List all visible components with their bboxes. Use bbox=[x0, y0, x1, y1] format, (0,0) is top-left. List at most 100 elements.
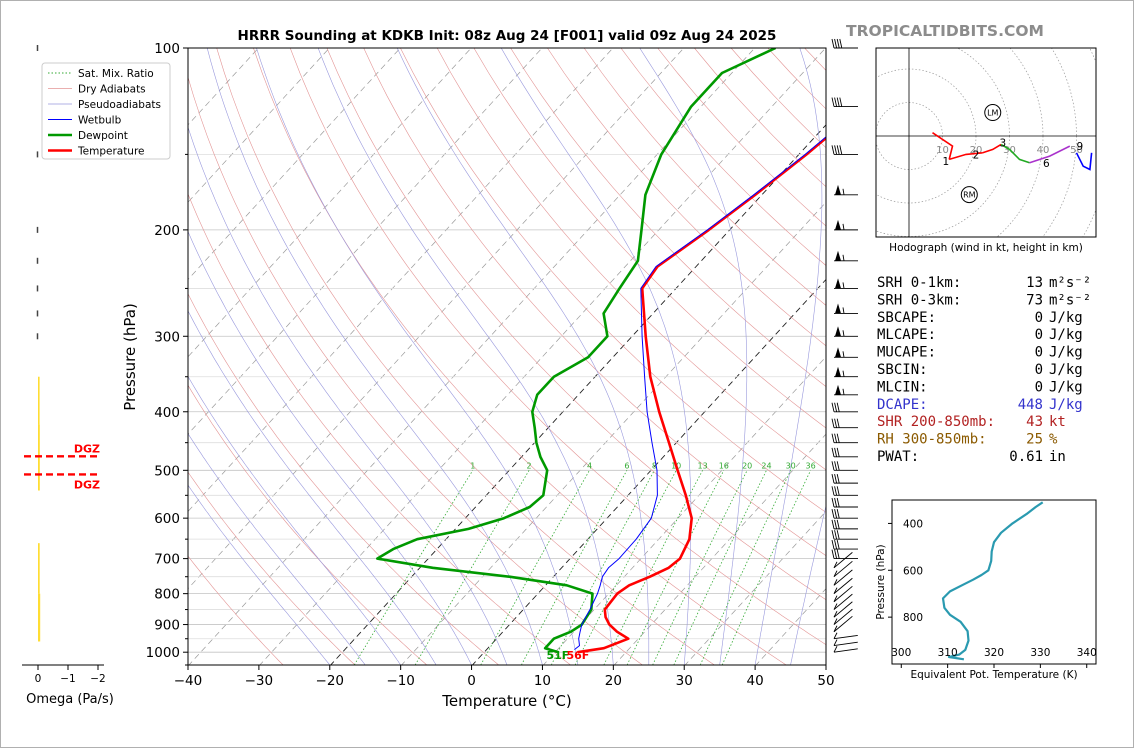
wind-barb-feather bbox=[831, 447, 835, 457]
pseudoadiabat bbox=[188, 230, 472, 665]
dry-adiabat bbox=[400, 48, 826, 513]
wind-barb-feather bbox=[836, 549, 840, 559]
wind-barb-feather bbox=[839, 38, 843, 49]
hodograph-trace bbox=[932, 132, 954, 160]
hodograph-ring-label: 20 bbox=[970, 145, 983, 156]
hodograph-trace bbox=[1029, 145, 1071, 164]
index-value: 73 bbox=[1026, 292, 1043, 308]
wind-barb-staff bbox=[833, 552, 853, 569]
dry-adiabat bbox=[326, 48, 826, 601]
pseudoadiabat bbox=[188, 375, 401, 665]
theta-e-x-tick-label: 330 bbox=[1030, 647, 1050, 659]
mixing-ratio-line bbox=[550, 470, 655, 665]
wind-barb-feather bbox=[831, 418, 835, 428]
index-label: MLCAPE: bbox=[877, 327, 936, 343]
index-value: 0.61 bbox=[1009, 449, 1043, 465]
index-label: DCAPE: bbox=[877, 397, 928, 413]
mixing-ratio-line bbox=[480, 470, 590, 665]
dry-adiabat bbox=[547, 48, 826, 347]
wind-barb-feather bbox=[831, 530, 835, 540]
wind-barb-feather bbox=[836, 418, 840, 428]
theta-e-x-label: Equivalent Pot. Temperature (K) bbox=[910, 669, 1077, 681]
omega-tick-label: 0 bbox=[35, 673, 42, 685]
x-tick-label: 0 bbox=[467, 673, 476, 689]
wind-barb-staff bbox=[833, 593, 853, 610]
hodograph-ring-label: 50 bbox=[1070, 145, 1083, 156]
wind-barb-feather bbox=[833, 625, 838, 632]
wind-barb-feather bbox=[834, 530, 838, 540]
index-unit: % bbox=[1049, 432, 1058, 448]
dry-adiabat bbox=[188, 471, 356, 665]
mixing-ratio-line bbox=[699, 470, 792, 665]
isotherm bbox=[0, 47, 47, 666]
hodograph-title: Hodograph (wind in kt, height in km) bbox=[889, 242, 1083, 254]
mixing-ratio-label: 8 bbox=[652, 461, 657, 470]
wind-barb-feather bbox=[836, 486, 840, 496]
wind-barb-feather bbox=[831, 539, 835, 550]
series-dewpoint-line bbox=[376, 48, 777, 654]
mixing-ratio-label: 13 bbox=[698, 461, 708, 470]
omega-trace bbox=[38, 543, 40, 594]
mixing-ratio-line bbox=[721, 470, 811, 665]
wind-barb-feather bbox=[842, 330, 845, 337]
wind-barb-feather bbox=[834, 461, 838, 471]
theta-e-line bbox=[941, 501, 1044, 661]
hodograph-height-label: 3 bbox=[999, 138, 1006, 150]
hodograph-ring-label: 40 bbox=[1037, 145, 1050, 156]
skewt-legend: Sat. Mix. Ratio Dry Adiabats Pseudoadiabat… bbox=[41, 62, 171, 160]
wind-barb-feather bbox=[831, 461, 835, 471]
wind-barb-feather bbox=[842, 388, 845, 395]
wind-barb-feather bbox=[834, 486, 838, 496]
dry-adiabat bbox=[188, 193, 571, 665]
dry-adiabat bbox=[216, 48, 715, 665]
wind-barb-feather bbox=[839, 97, 843, 107]
mixing-ratio-label: 1 bbox=[470, 461, 475, 470]
index-value: 25 bbox=[1026, 432, 1043, 448]
index-value: 448 bbox=[1018, 397, 1043, 413]
y-tick-label: 400 bbox=[154, 405, 180, 421]
wind-barb-feather bbox=[834, 418, 838, 428]
wind-barb-feather bbox=[836, 539, 840, 550]
index-unit: J/kg bbox=[1049, 397, 1083, 413]
y-tick-label: 300 bbox=[154, 329, 180, 345]
mixing-ratio-label: 6 bbox=[624, 461, 629, 470]
hodograph-frame bbox=[875, 47, 1097, 238]
skewt-ticks: 51F56F1002003004005006007008009001000−40… bbox=[146, 41, 835, 689]
wind-barbs bbox=[831, 38, 858, 653]
wind-barb-pennant bbox=[835, 278, 841, 289]
wind-barb-feather bbox=[831, 486, 835, 496]
pseudoadiabat bbox=[188, 484, 331, 665]
mixing-ratio-line bbox=[673, 470, 767, 665]
mixing-ratio-label: 2 bbox=[527, 461, 532, 470]
wind-barb-feather bbox=[834, 474, 838, 484]
theta-e-x-tick-label: 320 bbox=[984, 647, 1004, 659]
pseudoadiabat bbox=[500, 48, 692, 665]
skewt-series bbox=[376, 48, 826, 654]
hodograph-height-label: 1 bbox=[943, 156, 950, 168]
surface-temperature-label: 56F bbox=[566, 649, 589, 662]
wind-barb-feather bbox=[836, 497, 840, 508]
wind-barb-pennant bbox=[835, 326, 841, 337]
index-unit: J/kg bbox=[1049, 310, 1083, 326]
legend-label: Temperature bbox=[77, 146, 145, 158]
wind-barb-staff bbox=[833, 641, 858, 646]
dry-adiabat bbox=[188, 76, 643, 665]
wind-barb-feather bbox=[831, 402, 835, 412]
dry-adiabat bbox=[188, 555, 284, 665]
x-tick-label: −10 bbox=[386, 673, 415, 689]
wind-barb-feather bbox=[842, 223, 845, 230]
omega-trace bbox=[38, 424, 40, 491]
wind-barb-feather bbox=[842, 254, 845, 261]
wind-barb-staff bbox=[833, 608, 853, 625]
wind-barb-staff bbox=[833, 601, 853, 618]
index-value: 13 bbox=[1026, 275, 1043, 291]
dry-adiabat bbox=[436, 48, 826, 471]
dry-adiabat bbox=[289, 48, 826, 646]
wind-barb-feather bbox=[831, 474, 835, 484]
wind-barb-feather bbox=[836, 433, 840, 443]
y-tick-label: 200 bbox=[154, 223, 180, 239]
wind-barb-feather bbox=[842, 370, 845, 377]
wind-barb-feather bbox=[833, 570, 838, 577]
hodograph-height-label: 6 bbox=[1043, 158, 1050, 170]
